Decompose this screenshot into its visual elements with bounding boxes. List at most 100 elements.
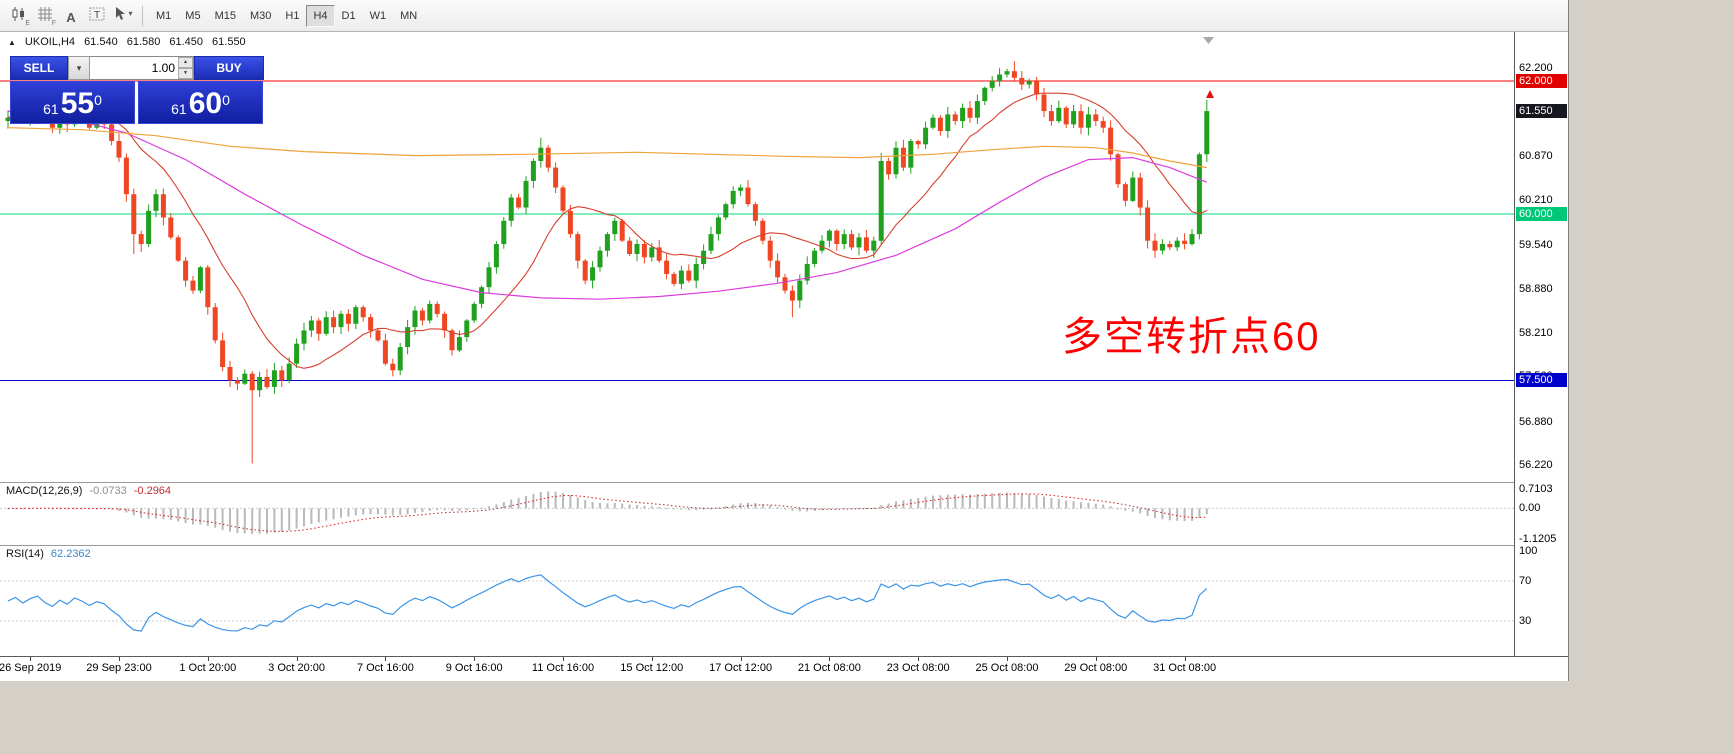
macd-bar <box>258 508 261 534</box>
candle-body <box>974 101 980 118</box>
macd-label: MACD(12,26,9) -0.0733 -0.2964 <box>6 485 171 497</box>
candle-body <box>449 330 455 351</box>
macd-bar <box>1087 503 1090 509</box>
ohlc-high: 61.580 <box>126 36 161 48</box>
volume-dropdown-button[interactable]: ▾ <box>68 56 90 80</box>
macd-bar <box>1035 495 1038 509</box>
candle-body <box>464 320 470 338</box>
trade-panel-prices-row: 61 55 0 61 60 0 <box>10 81 264 124</box>
candle-body <box>131 194 137 235</box>
candle-body <box>382 340 388 364</box>
macd-bar <box>724 506 727 509</box>
macd-bar <box>81 508 83 510</box>
candle-body <box>442 313 448 331</box>
macd-bar <box>1072 501 1075 509</box>
macd-bar <box>1198 508 1201 518</box>
volume-stepper: ▲ ▼ <box>178 57 193 79</box>
volume-input[interactable] <box>90 56 194 80</box>
macd-bar <box>665 507 668 509</box>
macd-bar <box>66 508 69 510</box>
candlestick-chart-icon[interactable]: E <box>6 2 32 27</box>
time-axis[interactable]: 26 Sep 2019 29 Sep 23:00 1 Oct 20:00 3 Oct … <box>0 657 1568 681</box>
time-axis-label: 23 Oct 08:00 <box>886 662 950 674</box>
macd-bar <box>976 494 979 509</box>
macd-bar <box>828 508 831 510</box>
timeframe-MN[interactable]: MN <box>393 5 424 27</box>
macd-bar <box>458 508 461 511</box>
pane-splitter[interactable] <box>0 545 1568 546</box>
timeframe-W1[interactable]: W1 <box>363 5 394 27</box>
macd-bar <box>280 508 283 532</box>
volume-decrease-button[interactable]: ▼ <box>178 68 193 79</box>
macd-bar <box>377 508 379 515</box>
volume-increase-button[interactable]: ▲ <box>178 57 193 68</box>
macd-bar <box>591 502 594 509</box>
rsi-line <box>7 574 1208 632</box>
macd-bar <box>517 497 520 509</box>
candle-body <box>849 234 855 248</box>
text-tool-icon[interactable]: A <box>58 5 84 29</box>
macd-bar <box>932 495 934 509</box>
macd-bar <box>229 508 231 532</box>
price-chart-pane[interactable]: ▲ UKOIL,H4 61.540 61.580 61.450 61.550 S… <box>0 32 1514 482</box>
candle-body <box>715 217 721 235</box>
timeframe-D1[interactable]: D1 <box>335 5 363 27</box>
timeframe-M15[interactable]: M15 <box>208 5 243 27</box>
candle-body <box>775 260 781 278</box>
macd-bar <box>991 493 994 509</box>
macd-bar <box>835 508 838 510</box>
collapse-trade-panel-icon[interactable]: ▲ <box>8 37 16 47</box>
candle-body <box>723 204 729 218</box>
macd-bar <box>421 508 424 513</box>
grid-icon[interactable]: F <box>32 2 58 27</box>
sell-price-display[interactable]: 61 55 0 <box>10 81 135 124</box>
macd-pane[interactable]: MACD(12,26,9) -0.0733 -0.2964 <box>0 483 1514 545</box>
macd-bar <box>887 503 890 509</box>
text-label-tool-icon[interactable]: T <box>84 2 110 26</box>
macd-bar <box>865 508 868 510</box>
price-axis-column[interactable]: 62.200 62.000 61.550 60.870 60.210 60.000 59.5… <box>1514 32 1568 656</box>
candle-body <box>760 220 766 241</box>
time-tick <box>1095 657 1097 661</box>
macd-bar <box>606 503 609 509</box>
macd-bar <box>184 508 187 524</box>
macd-signal-line <box>8 493 1207 532</box>
buy-price-big: 60 <box>188 87 223 120</box>
macd-bar <box>554 491 557 509</box>
timeframe-H4[interactable]: H4 <box>306 4 335 27</box>
candle-body <box>604 234 610 251</box>
timeframe-M5[interactable]: M5 <box>178 5 207 27</box>
pane-splitter[interactable] <box>0 482 1568 483</box>
candle-body <box>160 194 166 218</box>
candle-body <box>560 187 566 211</box>
timeframe-H1[interactable]: H1 <box>278 5 306 27</box>
candle-body <box>1093 114 1099 121</box>
ma-slow-orange-line <box>7 127 1207 169</box>
rsi-pane[interactable]: RSI(14) 62.2362 <box>0 546 1514 656</box>
candle-body <box>271 370 277 387</box>
macd-bar <box>354 508 357 516</box>
cursor-tool-icon[interactable]: ▾ <box>110 2 136 26</box>
candle-body <box>183 260 189 281</box>
macd-bar <box>539 492 542 509</box>
macd-canvas[interactable] <box>0 483 1514 545</box>
time-axis-label: 9 Oct 16:00 <box>445 662 503 674</box>
buy-button[interactable]: BUY <box>194 56 264 80</box>
candle-body <box>146 210 152 244</box>
macd-bar <box>702 508 705 510</box>
time-tick <box>563 657 564 661</box>
rsi-canvas[interactable] <box>0 546 1514 656</box>
macd-bar <box>125 508 128 513</box>
price-chart-canvas[interactable] <box>0 32 1514 482</box>
candle-body <box>1100 121 1106 128</box>
macd-axis-label-0.00: 0.00 <box>1519 502 1541 515</box>
candle-body <box>242 373 248 384</box>
candle-body <box>567 210 573 235</box>
buy-price-display[interactable]: 61 60 0 <box>138 81 263 124</box>
candle-body <box>1174 240 1180 248</box>
candle-body <box>841 234 847 245</box>
timeframe-M30[interactable]: M30 <box>243 5 278 27</box>
timeframe-M1[interactable]: M1 <box>149 5 178 27</box>
sell-button[interactable]: SELL <box>10 56 68 80</box>
macd-bar <box>473 508 476 510</box>
